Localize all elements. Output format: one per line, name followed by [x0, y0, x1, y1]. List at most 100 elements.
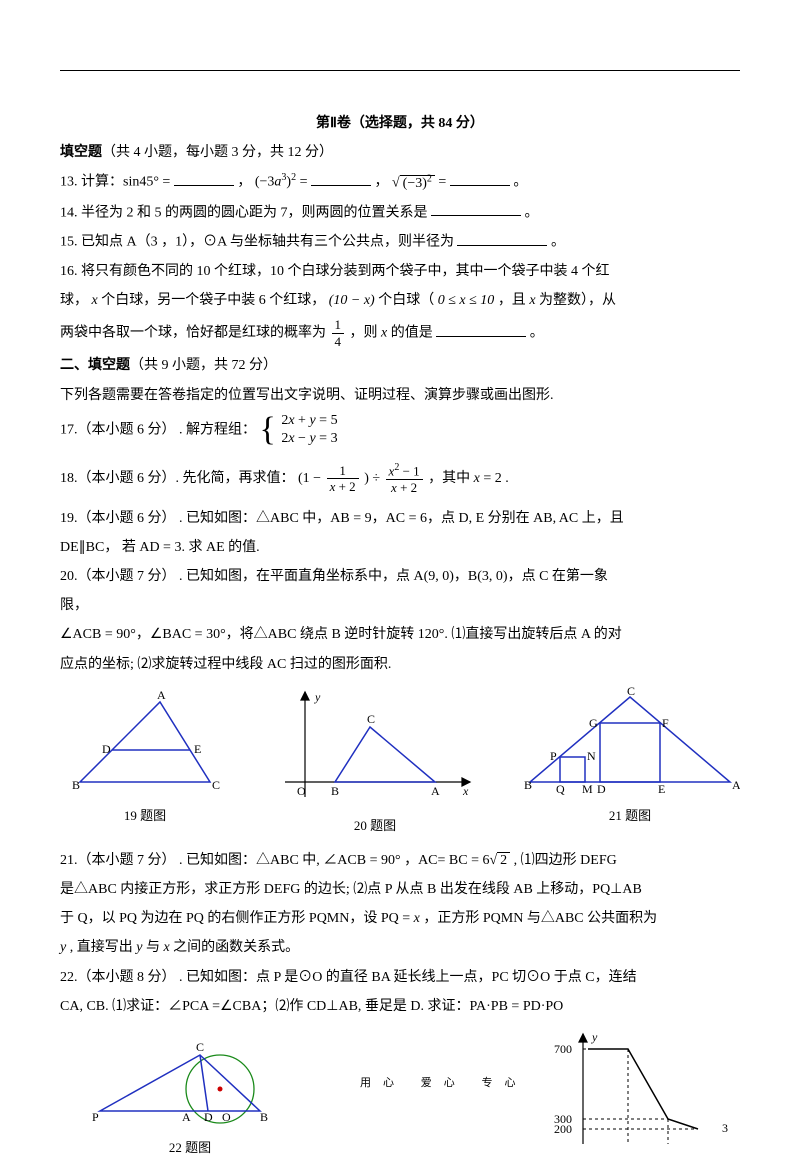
q16c-2: ，则 — [350, 326, 382, 341]
q16b-5: 为整数），从 — [539, 293, 616, 308]
q21-l4-a: , 直接写出 — [66, 940, 136, 955]
q15: 15. 已知点 A（3 ，1），⊙A 与坐标轴共有三个公共点，则半径为 。 — [60, 229, 740, 255]
q17-e2-m: − — [295, 431, 310, 446]
fill-heading: 填空题（共 4 小题，每小题 3 分，共 12 分） — [60, 140, 740, 165]
svg-text:B: B — [331, 784, 339, 798]
svg-text:A: A — [157, 688, 166, 702]
q21-l3-a: 于 Q，以 PQ 为边在 PQ 的右侧作正方形 PQMN，设 PQ = — [60, 911, 414, 926]
fig-22: P A D O B C 22 题图 — [90, 1029, 290, 1160]
q22-l2: CA, CB. ⑴求证：∠PCA =∠CBA；⑵作 CD⊥AB, 垂足是 D. … — [60, 994, 740, 1019]
q13-c-pre: ， — [374, 175, 392, 190]
svg-text:G: G — [589, 716, 598, 730]
sqrt-icon: √(−3)2 — [392, 170, 435, 196]
q16b-1: 球， — [60, 293, 88, 308]
q19-l2: DE∥BC， 若 AD = 3. 求 AE 的值. — [60, 535, 740, 560]
q13-dot: 。 — [513, 175, 527, 190]
q20-l3: ∠ACB = 90°，∠BAC = 30°，将△ABC 绕点 B 逆时针旋转 1… — [60, 622, 740, 647]
q16c-dot: 。 — [530, 326, 544, 341]
q13-c-sup: 2 — [427, 173, 432, 184]
svg-text:C: C — [212, 778, 220, 792]
sect2-heading: 二、填空题（共 9 小题，共 72 分） — [60, 353, 740, 378]
q14: 14. 半径为 2 和 5 的两圆的圆心距为 7，则两圆的位置关系是 。 — [60, 200, 740, 226]
q16b-x2: x — [529, 293, 535, 308]
q13-c-post: = — [438, 175, 446, 190]
q21-l4-b: 与 — [142, 940, 163, 955]
svg-text:y: y — [314, 690, 321, 704]
q13-c-rad: (−3) — [403, 176, 427, 191]
center-dot-icon — [218, 1086, 223, 1091]
fig22-caption: 22 题图 — [90, 1136, 290, 1159]
q16b-2: 个白球，另一个袋子中装 6 个红球， — [101, 293, 325, 308]
svg-text:A: A — [431, 784, 440, 798]
fill-desc: （共 4 小题，每小题 3 分，共 12 分） — [102, 145, 333, 160]
q14-text: 14. 半径为 2 和 5 的两圆的圆心距为 7，则两圆的位置关系是 — [60, 205, 428, 220]
ylabel-700: 700 — [554, 1042, 572, 1056]
q17-system: 2x + y = 5 2x − y = 3 — [281, 412, 337, 448]
q21-l1-a: 21.（本小题 7 分） . 已知如图：△ABC 中, ∠ACB = 90° ，… — [60, 853, 489, 868]
q21-l2: 是△ABC 内接正方形，求正方形 DEFG 的边长; ⑵点 P 从点 B 出发在… — [60, 877, 740, 902]
q22-l1: 22.（本小题 8 分） . 已知如图：点 P 是⊙O 的直径 BA 延长线上一… — [60, 965, 740, 990]
line-chart-icon: 700 300 200 y — [548, 1029, 718, 1149]
q16b-3: 个白球（ — [378, 293, 434, 308]
svg-text:F: F — [662, 716, 669, 730]
q18: 18.（本小题 6 分）. 先化简，再求值： (1 − 1 x + 2 ) ÷ … — [60, 462, 740, 496]
q17-e1-m: + — [295, 413, 310, 428]
q16b-x: x — [92, 293, 98, 308]
svg-text:D: D — [597, 782, 606, 796]
fig-21: C B A G F P N Q M D E 21 题图 — [520, 687, 740, 838]
circle-tangent-icon: P A D O B C — [90, 1029, 290, 1129]
svg-text:B: B — [72, 778, 80, 792]
q21-l3-b: ，正方形 PQMN 与△ABC 公共面积为 — [420, 911, 657, 926]
q13-blank1[interactable] — [174, 170, 234, 186]
figures-row: A D E B C 19 题图 — [60, 687, 740, 838]
fig21-caption: 21 题图 — [520, 804, 740, 827]
q16c-3: 的值是 — [391, 326, 433, 341]
q13-b-post: = — [296, 175, 307, 190]
top-rule — [60, 70, 740, 71]
q13-blank2[interactable] — [311, 170, 371, 186]
svg-text:A: A — [732, 778, 740, 792]
q18-p1-l: (1 − — [298, 471, 325, 486]
svg-text:D: D — [204, 1110, 213, 1124]
q13-blank3[interactable] — [450, 170, 510, 186]
q17-pre: 17.（本小题 6 分） . 解方程组： — [60, 422, 256, 437]
q16c-den: 4 — [332, 334, 345, 350]
svg-text:P: P — [92, 1110, 99, 1124]
q20-l2: 限， — [60, 593, 740, 618]
page-number: 3 — [722, 1118, 728, 1140]
q16b-expr: (10 − x) — [329, 293, 375, 308]
q16b: 球， x 个白球，另一个袋子中装 6 个红球， (10 − x) 个白球（ 0 … — [60, 288, 740, 313]
triangle-squares-icon: C B A G F P N Q M D E — [520, 687, 740, 797]
q21-l1-b: , ⑴四边形 DEFG — [510, 853, 617, 868]
svg-text:B: B — [524, 778, 532, 792]
sect2-head: 二、填空题 — [60, 358, 130, 373]
q21-l3: 于 Q，以 PQ 为边在 PQ 的右侧作正方形 PQMN，设 PQ = x ，正… — [60, 906, 740, 931]
q18-eq: = 2 . — [483, 471, 508, 486]
sect2-desc: （共 9 小题，共 72 分） — [130, 358, 277, 373]
q16c-blank[interactable] — [436, 320, 526, 336]
svg-text:M: M — [582, 782, 593, 796]
q21-l1: 21.（本小题 7 分） . 已知如图：△ABC 中, ∠ACB = 90° ，… — [60, 848, 740, 873]
fig20-caption: 20 题图 — [275, 814, 475, 837]
fill-head: 填空题 — [60, 145, 102, 160]
section-title: 第Ⅱ卷（选择题，共 84 分） — [60, 111, 740, 136]
svg-text:C: C — [367, 712, 375, 726]
svg-text:D: D — [102, 742, 111, 756]
q20-l4: 应点的坐标; ⑵求旋转过程中线段 AC 扫过的图形面积. — [60, 652, 740, 677]
q16c-1: 两袋中各取一个球，恰好都是红球的概率为 — [60, 326, 326, 341]
y-axis-label: y — [591, 1030, 598, 1044]
triangle-de-icon: A D E B C — [60, 687, 230, 797]
q17-e2-r: = 3 — [316, 431, 338, 446]
fraction: x2 − 1 x + 2 — [386, 462, 423, 496]
q15-blank[interactable] — [457, 229, 547, 245]
svg-text:E: E — [658, 782, 665, 796]
q16b-rng: 0 ≤ x ≤ 10 — [438, 293, 495, 308]
q16b-4: ，且 — [498, 293, 530, 308]
q21-sqrt2: 2 — [497, 852, 510, 868]
q16c-num: 1 — [332, 317, 345, 334]
ylabel-200: 200 — [554, 1122, 572, 1136]
svg-text:C: C — [627, 687, 635, 698]
q13-a: 13. 计算：sin45° = — [60, 175, 170, 190]
svg-text:x: x — [462, 784, 469, 798]
q14-blank[interactable] — [431, 200, 521, 216]
